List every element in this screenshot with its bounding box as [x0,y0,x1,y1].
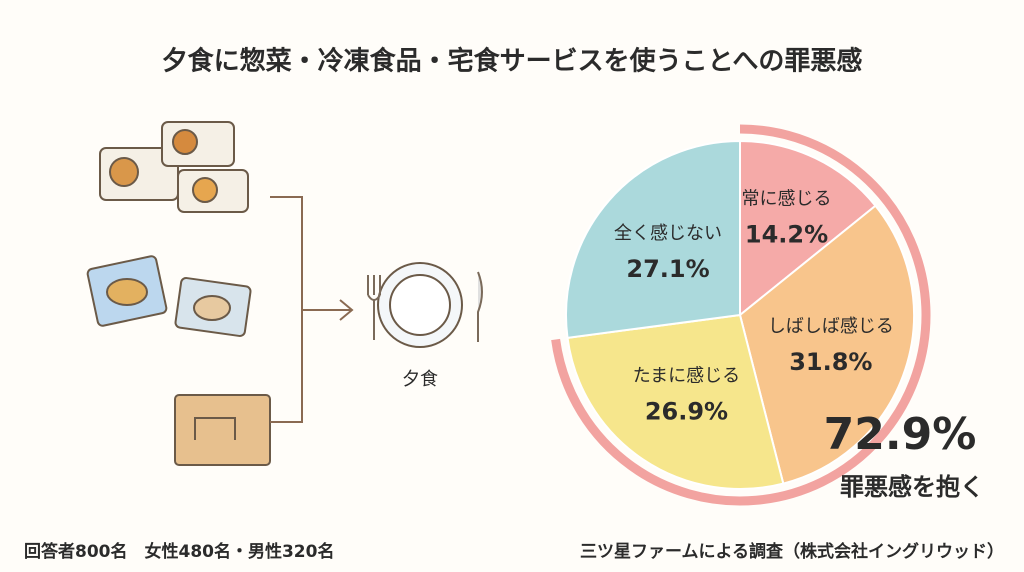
delivery-box [174,394,271,466]
slice-value: 31.8% [789,348,872,376]
footer-respondents: 回答者800名 女性480名・男性320名 [24,541,334,562]
slice-label: 常に感じる [742,189,832,210]
food [106,278,148,306]
pie-slice [739,139,877,318]
illustrations [86,121,483,466]
pie-chart: 常に感じる 14.2% しばしば感じる 31.8% たまに感じる 26.9% 全く感じない 2… [551,124,931,506]
illustration-label: 夕食 [402,369,438,390]
slice-label: 全く感じない [614,223,722,244]
pie-slice [738,204,915,485]
slice-label: しばしば感じる [768,316,894,337]
slice-value: 26.9% [645,397,728,425]
slice-value: 14.2% [745,221,828,249]
food [192,177,218,203]
pie-slice [565,139,741,340]
fork [367,275,381,340]
title: 夕食に惣菜・冷凍食品・宅食サービスを使うことへの罪悪感 [162,46,863,77]
footer-source: 三ツ星ファームによる調査（株式会社イングリウッド） [580,541,1004,562]
highlight-arc [551,124,931,506]
highlight-text: 罪悪感を抱く [840,473,984,501]
pie-slice [566,313,785,490]
food [193,295,231,321]
food [172,129,198,155]
bracket-arrow [270,196,354,423]
food [109,157,139,187]
slice-label: たまに感じる [633,365,740,386]
slice-value: 27.1% [626,255,709,283]
box-handle [194,417,236,440]
knife [477,271,483,342]
plate-inner [389,274,451,336]
highlight-value: 72.9% [824,409,977,460]
